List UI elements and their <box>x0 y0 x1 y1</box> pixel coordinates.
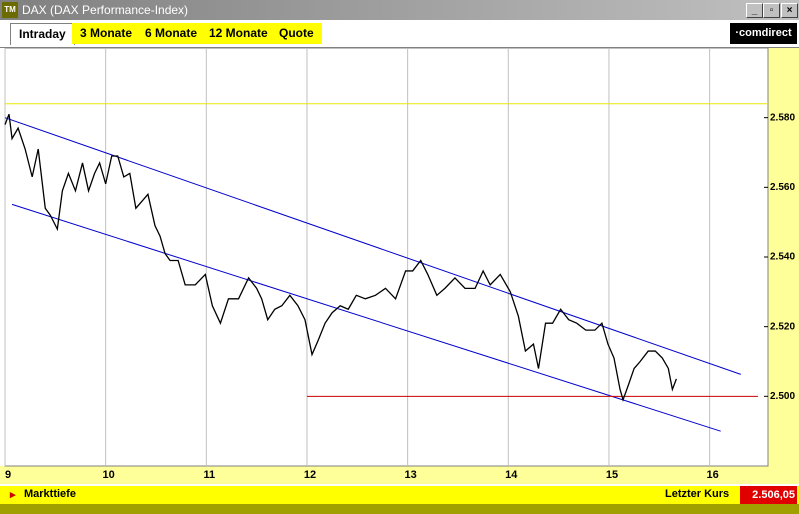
expand-icon[interactable]: ▸ <box>10 489 16 501</box>
tab[interactable]: 3 Monate <box>72 23 141 44</box>
minimize-button[interactable]: _ <box>746 3 763 18</box>
x-tick-label: 14 <box>505 469 518 481</box>
x-tick-label: 11 <box>203 469 215 481</box>
tab-bar: Intraday 3 Monate 6 Monate 12 Monate Quo… <box>0 20 799 48</box>
y-tick-label: 2.500 <box>770 391 795 402</box>
price-label: Letzter Kurs <box>665 488 730 500</box>
app-icon: TM <box>2 2 18 18</box>
x-tick-label: 12 <box>304 469 316 481</box>
y-tick-label: 2.580 <box>770 112 795 123</box>
y-tick-label: 2.560 <box>770 182 795 193</box>
depth-link[interactable]: Markttiefe <box>24 488 76 500</box>
x-tick-label: 15 <box>606 469 618 481</box>
x-tick-label: 16 <box>706 469 718 481</box>
trend-line <box>4 117 741 375</box>
last-price: 2.506,05 <box>740 486 797 504</box>
chart: 9 10 11 12 13 14 15 16 2.500 2.520 2.540 2.560 2.580 <box>0 48 799 484</box>
tab[interactable]: 12 Monate <box>201 23 276 44</box>
x-tick-label: 10 <box>103 469 115 481</box>
y-tick-label: 2.540 <box>770 252 795 263</box>
price-line <box>4 113 678 402</box>
tab[interactable]: Intraday <box>10 23 75 45</box>
x-tick-label: 13 <box>405 469 417 481</box>
window-title: DAX (DAX Performance-Index) <box>22 3 189 17</box>
y-axis-area <box>768 48 799 466</box>
bottom-strip <box>0 504 799 514</box>
close-button[interactable]: × <box>781 3 798 18</box>
tab[interactable]: Quote <box>271 23 322 44</box>
x-axis-area <box>0 466 799 484</box>
logo: ·comdirect <box>730 23 797 44</box>
x-tick-label: 9 <box>5 469 11 481</box>
tab[interactable]: 6 Monate <box>137 23 206 44</box>
maximize-button[interactable]: ▫ <box>763 3 780 18</box>
plot-area <box>4 48 769 467</box>
trend-line <box>11 203 721 432</box>
y-tick-label: 2.520 <box>770 321 795 332</box>
title-bar: TM DAX (DAX Performance-Index) _ ▫ × <box>0 0 799 20</box>
status-bar: ▸ Markttiefe Letzter Kurs 2.506,05 <box>0 486 799 504</box>
